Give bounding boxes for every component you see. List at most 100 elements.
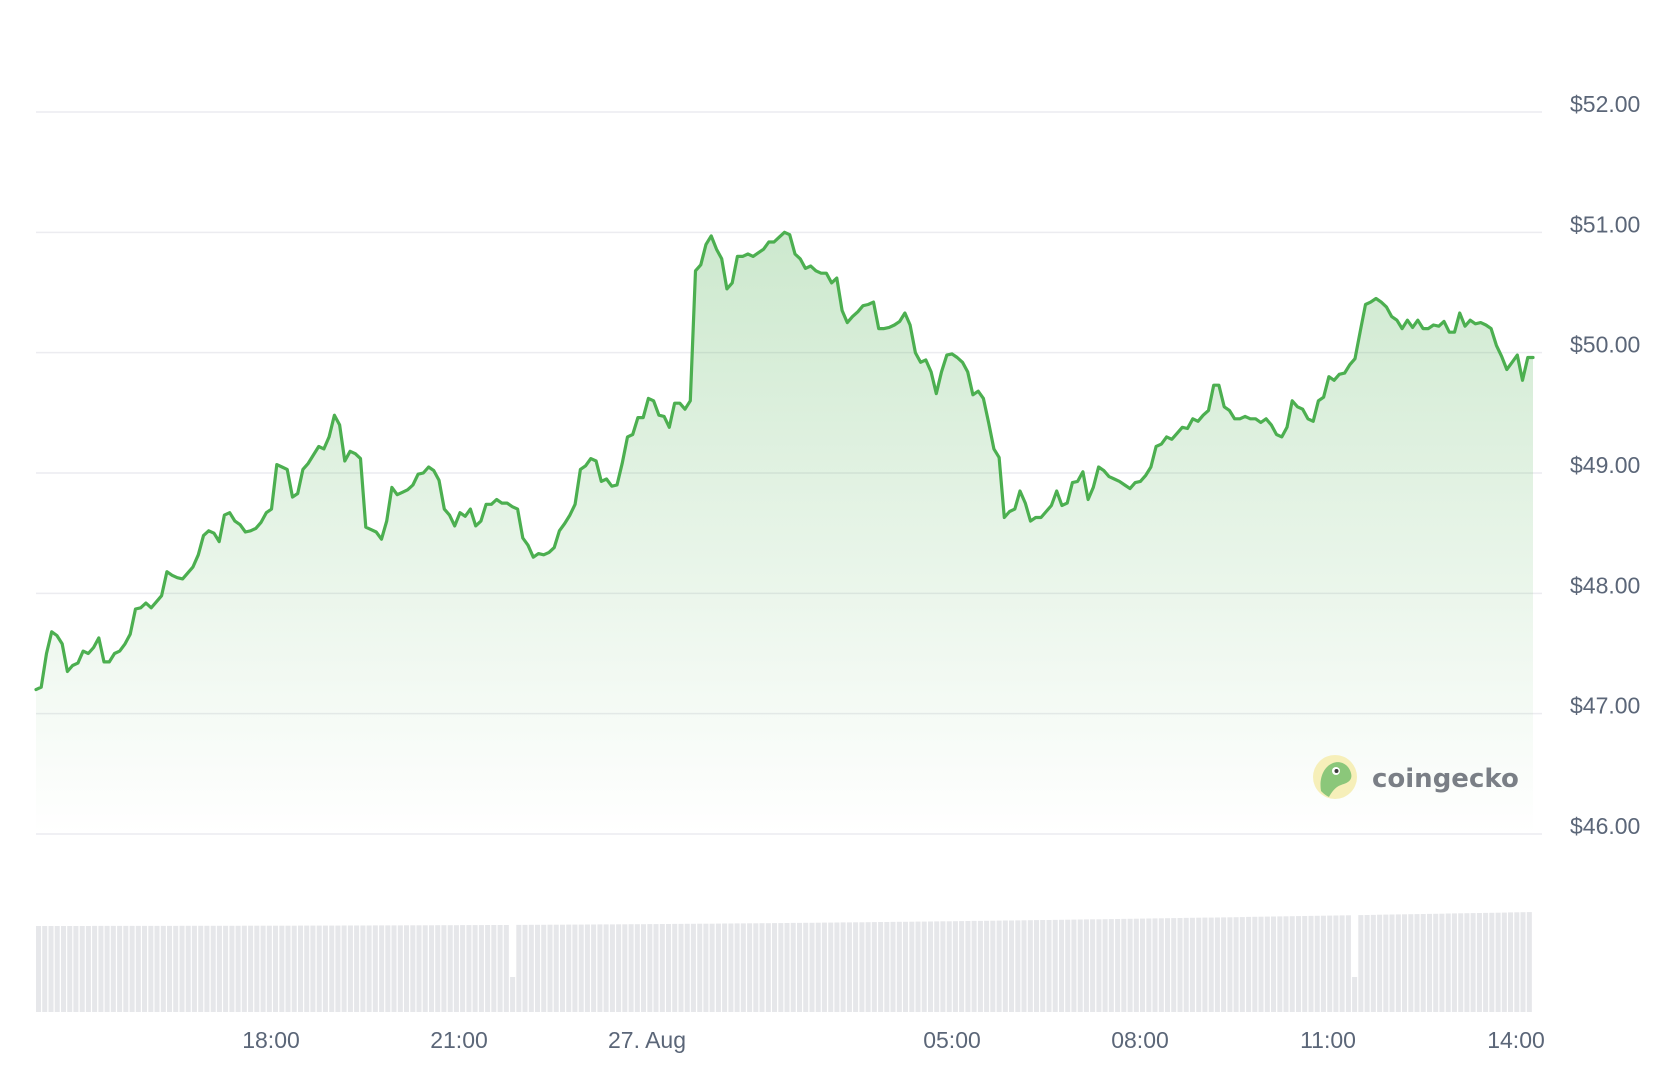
volume-bar bbox=[1320, 915, 1326, 1012]
volume-bar bbox=[1059, 919, 1065, 1012]
volume-bar bbox=[310, 925, 316, 1012]
volume-bar bbox=[1065, 919, 1071, 1012]
y-tick-label: $47.00 bbox=[1570, 693, 1640, 719]
volume-bar bbox=[890, 921, 896, 1012]
volume-bar bbox=[1345, 915, 1351, 1012]
volume-bar bbox=[684, 923, 690, 1012]
volume-bar bbox=[722, 923, 728, 1012]
volume-bar bbox=[397, 925, 403, 1012]
volume-bar bbox=[179, 925, 185, 1012]
volume-bar bbox=[772, 923, 778, 1012]
volume-bar bbox=[597, 924, 603, 1012]
volume-bar bbox=[148, 925, 154, 1012]
volume-bar bbox=[1246, 916, 1252, 1012]
volume-bar bbox=[61, 926, 67, 1012]
volume-bar bbox=[298, 925, 304, 1012]
volume-bar bbox=[453, 925, 459, 1012]
volume-bar bbox=[1177, 918, 1183, 1012]
volume-bar bbox=[934, 921, 940, 1012]
volume-bar bbox=[566, 924, 572, 1012]
volume-bar bbox=[1451, 913, 1457, 1012]
volume-bar bbox=[1520, 912, 1526, 1012]
volume-bar bbox=[821, 922, 827, 1012]
x-tick-label: 11:00 bbox=[1300, 1027, 1356, 1053]
volume-bar bbox=[834, 922, 840, 1012]
volume-bar bbox=[1495, 912, 1501, 1012]
volume-bar bbox=[266, 925, 272, 1012]
volume-bar bbox=[85, 926, 91, 1012]
volume-bar bbox=[1370, 914, 1376, 1012]
volume-bar bbox=[560, 924, 566, 1012]
volume-bar bbox=[117, 925, 123, 1012]
volume-bar bbox=[1221, 917, 1227, 1012]
volume-bar bbox=[1233, 917, 1239, 1012]
volume-bar bbox=[447, 925, 453, 1012]
volume-bar bbox=[210, 925, 216, 1012]
volume-bar bbox=[541, 924, 547, 1012]
volume-bar bbox=[1071, 919, 1077, 1012]
volume-bar bbox=[1458, 913, 1464, 1012]
volume-bar bbox=[522, 924, 528, 1012]
y-tick-label: $48.00 bbox=[1570, 572, 1640, 598]
volume-bar bbox=[547, 924, 553, 1012]
volume-bar bbox=[1108, 919, 1114, 1012]
volume-bar bbox=[622, 924, 628, 1012]
volume-bar bbox=[697, 923, 703, 1012]
volume-bar bbox=[1252, 916, 1258, 1012]
y-tick-label: $50.00 bbox=[1570, 332, 1640, 358]
volume-bar bbox=[285, 925, 291, 1012]
volume-bar bbox=[385, 925, 391, 1012]
volume-bar bbox=[1364, 915, 1370, 1012]
volume-bar bbox=[497, 925, 503, 1012]
volume-bar bbox=[753, 923, 759, 1012]
volume-bar bbox=[578, 924, 584, 1012]
volume-bar bbox=[491, 925, 497, 1012]
volume-bar bbox=[1258, 916, 1264, 1012]
coingecko-watermark: coingecko bbox=[1313, 755, 1519, 799]
volume-bar bbox=[1227, 917, 1233, 1012]
volume-bar bbox=[740, 923, 746, 1012]
volume-bar bbox=[304, 925, 310, 1012]
volume-bar bbox=[191, 925, 197, 1012]
volume-bar bbox=[279, 925, 285, 1012]
y-tick-label: $46.00 bbox=[1570, 813, 1640, 839]
volume-bar bbox=[971, 920, 977, 1012]
volume-bar bbox=[1508, 912, 1514, 1012]
volume-bar bbox=[1183, 917, 1189, 1012]
price-area-fill bbox=[36, 232, 1533, 835]
volume-bar bbox=[1464, 913, 1470, 1012]
volume-bar bbox=[1264, 916, 1270, 1012]
volume-bar bbox=[659, 924, 665, 1012]
volume-bar bbox=[647, 924, 653, 1012]
volume-bar bbox=[216, 925, 222, 1012]
volume-bar bbox=[871, 922, 877, 1012]
volume-bar bbox=[429, 925, 435, 1012]
volume-bar bbox=[747, 923, 753, 1012]
volume-bar bbox=[1289, 916, 1295, 1012]
volume-bar bbox=[628, 924, 634, 1012]
x-tick-label: 05:00 bbox=[923, 1027, 981, 1053]
volume-bar bbox=[329, 925, 335, 1012]
volume-bar bbox=[472, 925, 478, 1012]
volume-bar bbox=[928, 921, 934, 1012]
volume-bar bbox=[1015, 920, 1021, 1012]
volume-bar bbox=[92, 925, 98, 1012]
volume-bar bbox=[1102, 919, 1108, 1012]
volume-bar bbox=[1514, 912, 1520, 1012]
volume-bar bbox=[853, 922, 859, 1012]
volume-bar bbox=[229, 925, 235, 1012]
x-tick-label: 18:00 bbox=[242, 1027, 300, 1053]
volume-bar bbox=[666, 924, 672, 1012]
volume-bar bbox=[672, 923, 678, 1012]
volume-bar bbox=[909, 921, 915, 1012]
volume-bar bbox=[1427, 913, 1433, 1012]
volume-bar bbox=[435, 925, 441, 1012]
volume-bar bbox=[703, 923, 709, 1012]
volume-bar bbox=[366, 925, 372, 1012]
volume-bar bbox=[110, 925, 116, 1012]
volume-bar bbox=[797, 922, 803, 1012]
volume-bar bbox=[1408, 914, 1414, 1012]
price-line bbox=[34, 230, 1535, 692]
volume-bar bbox=[360, 925, 366, 1012]
volume-bar bbox=[535, 924, 541, 1012]
